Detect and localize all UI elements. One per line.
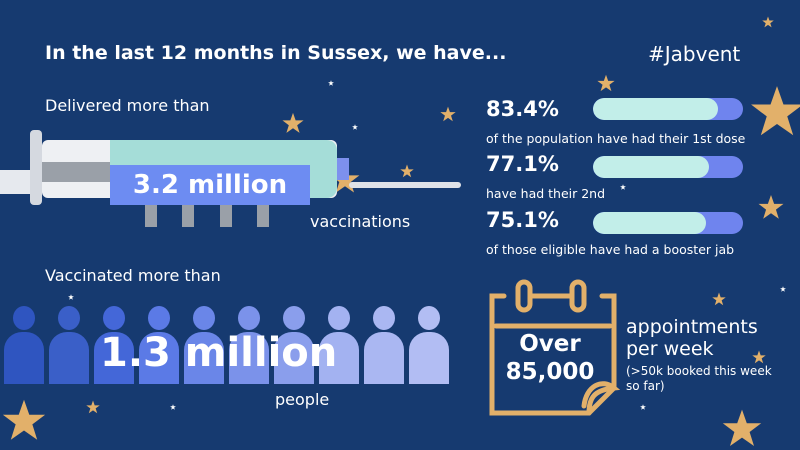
vaccinations-intro: Delivered more than — [45, 96, 210, 115]
star-icon — [2, 398, 46, 442]
small-star-icon — [640, 404, 646, 410]
star-icon — [282, 112, 304, 134]
appointments-label1: appointments — [626, 316, 758, 338]
small-star-icon — [170, 404, 176, 410]
first-dose-bar — [593, 98, 743, 120]
headline: In the last 12 months in Sussex, we have… — [45, 42, 507, 64]
star-icon — [712, 292, 726, 306]
people-value: 1.3 million — [100, 330, 338, 376]
people-intro: Vaccinated more than — [45, 266, 221, 285]
star-icon — [762, 16, 774, 28]
small-star-icon — [780, 286, 786, 292]
star-icon — [86, 400, 100, 414]
small-star-icon — [620, 184, 626, 190]
small-star-icon — [68, 294, 74, 300]
second-dose-bar — [593, 156, 743, 178]
vaccinations-value: 3.2 million — [110, 165, 310, 205]
star-icon — [752, 350, 766, 364]
appointments-line1: Over — [519, 331, 581, 357]
second-dose-caption: have had their 2nd — [486, 186, 606, 201]
star-icon — [722, 408, 762, 448]
first-dose-caption: of the population have had their 1st dos… — [486, 131, 746, 146]
small-star-icon — [352, 124, 358, 130]
appointments-line2: 85,000 — [505, 359, 595, 385]
appointments-note: (>50k booked this week so far) — [626, 364, 772, 393]
second-dose-percent: 77.1% — [486, 152, 559, 176]
small-star-icon — [328, 80, 334, 86]
booster-percent: 75.1% — [486, 208, 559, 232]
first-dose-percent: 83.4% — [486, 97, 559, 121]
star-icon — [758, 194, 784, 220]
hashtag: #Jabvent — [648, 42, 741, 66]
booster-bar — [593, 212, 743, 234]
calendar-icon — [489, 279, 621, 416]
vaccinations-unit: vaccinations — [310, 212, 411, 231]
star-icon — [400, 164, 414, 178]
appointments-label2: per week — [626, 338, 714, 360]
star-icon — [750, 84, 800, 138]
star-icon — [597, 74, 615, 92]
people-unit: people — [275, 390, 330, 409]
star-icon — [440, 106, 456, 122]
booster-caption: of those eligible have had a booster jab — [486, 242, 735, 257]
